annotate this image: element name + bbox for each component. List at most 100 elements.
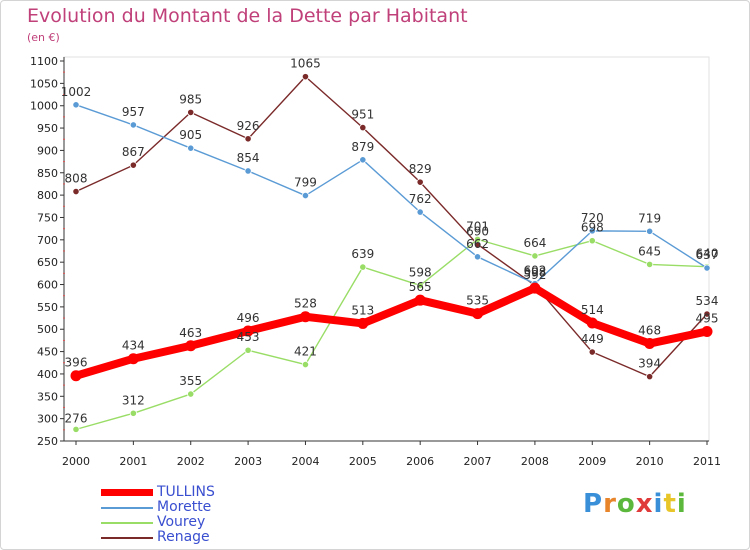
legend-label: Renage (157, 529, 210, 545)
series-line-morette (75, 104, 708, 285)
data-point (129, 121, 137, 129)
data-label: 926 (237, 119, 260, 133)
data-label: 602 (523, 264, 546, 278)
legend-label: Morette (157, 499, 212, 515)
data-point (646, 260, 654, 269)
data-label: 514 (581, 303, 604, 317)
data-point (588, 348, 596, 356)
data-point (72, 187, 80, 196)
data-label: 639 (351, 247, 374, 261)
data-label: 453 (237, 330, 260, 344)
data-point (359, 263, 367, 271)
legend-swatch (101, 522, 153, 524)
data-label: 690 (466, 224, 489, 238)
logo-letter: P (583, 489, 604, 519)
data-point (72, 101, 80, 109)
logo-letter: r (603, 489, 617, 519)
x-tick-label: 2001 (119, 455, 147, 468)
data-label: 495 (696, 311, 719, 325)
data-label: 905 (179, 128, 202, 142)
data-label: 854 (237, 151, 260, 165)
data-label: 528 (294, 297, 317, 311)
data-label: 762 (409, 192, 432, 206)
legend-swatch (101, 537, 153, 539)
legend-item-tullins: TULLINS (101, 484, 301, 500)
data-label: 421 (294, 345, 317, 359)
data-point (473, 235, 482, 243)
data-point (416, 178, 424, 186)
data-label: 598 (409, 265, 432, 279)
logo-letter: i (653, 489, 664, 519)
data-label: 879 (351, 140, 374, 154)
data-point (588, 237, 596, 245)
y-tick-label: 800 (37, 189, 58, 202)
series-line-renage (75, 75, 708, 378)
legend-swatch (101, 507, 153, 509)
chart-title: Evolution du Montant de la Dette par Hab… (27, 5, 468, 27)
y-tick-label: 650 (37, 256, 58, 269)
data-label: 701 (466, 219, 489, 233)
y-tick-label: 400 (37, 368, 58, 381)
data-label: 957 (122, 105, 145, 119)
y-tick-label: 350 (37, 390, 58, 403)
data-label: 808 (65, 172, 88, 186)
data-label: 662 (466, 237, 489, 251)
proxiti-logo: Proxiti (583, 489, 687, 519)
data-point (244, 135, 252, 143)
data-point (357, 317, 369, 329)
data-point (301, 360, 310, 369)
data-label: 592 (523, 268, 546, 282)
data-point (644, 338, 656, 350)
data-point (414, 294, 426, 306)
data-label: 496 (237, 311, 260, 325)
data-label: 355 (179, 374, 202, 388)
series-line-vourey (75, 238, 708, 431)
logo-letter: x (635, 489, 654, 519)
data-label: 799 (294, 176, 317, 190)
y-tick-label: 300 (37, 413, 58, 426)
data-label: 951 (351, 108, 374, 122)
data-label: 463 (179, 326, 202, 340)
data-point (586, 317, 598, 329)
x-tick-label: 2008 (521, 455, 549, 468)
y-tick-label: 450 (37, 346, 58, 359)
legend-item-morette: Morette (101, 499, 301, 515)
data-label: 565 (409, 280, 432, 294)
data-label: 396 (65, 356, 88, 370)
data-point (244, 346, 252, 354)
y-tick-label: 1050 (30, 77, 58, 90)
data-point (472, 308, 484, 320)
data-label: 394 (638, 357, 661, 371)
data-label: 1002 (61, 85, 92, 99)
data-label: 829 (409, 162, 432, 176)
data-point (242, 325, 254, 337)
x-tick-label: 2003 (234, 455, 262, 468)
y-tick-label: 950 (37, 122, 58, 135)
data-point (185, 340, 197, 352)
data-label: 985 (179, 92, 202, 106)
x-tick-label: 2007 (464, 455, 492, 468)
data-label: 276 (65, 411, 88, 425)
data-label: 513 (351, 303, 374, 317)
data-label: 664 (523, 236, 546, 250)
data-point (646, 227, 654, 235)
data-point (359, 156, 367, 164)
data-label: 535 (466, 294, 489, 308)
data-point (473, 253, 482, 261)
data-label: 698 (581, 221, 604, 235)
y-tick-label: 700 (37, 234, 58, 247)
data-label: 637 (696, 248, 719, 262)
x-tick-label: 2000 (62, 455, 90, 468)
data-point (301, 73, 310, 81)
data-label: 719 (638, 211, 661, 225)
y-tick-label: 850 (37, 167, 58, 180)
data-point (531, 252, 539, 260)
x-tick-label: 2009 (578, 455, 606, 468)
legend-label: TULLINS (157, 484, 215, 500)
legend-item-vourey: Vourey (101, 514, 301, 530)
x-tick-label: 2011 (693, 455, 721, 468)
data-point (187, 390, 195, 398)
legend: TULLINS Morette Vourey Renage (101, 484, 301, 545)
logo-letter: t (663, 489, 677, 519)
data-label: 312 (122, 393, 145, 407)
